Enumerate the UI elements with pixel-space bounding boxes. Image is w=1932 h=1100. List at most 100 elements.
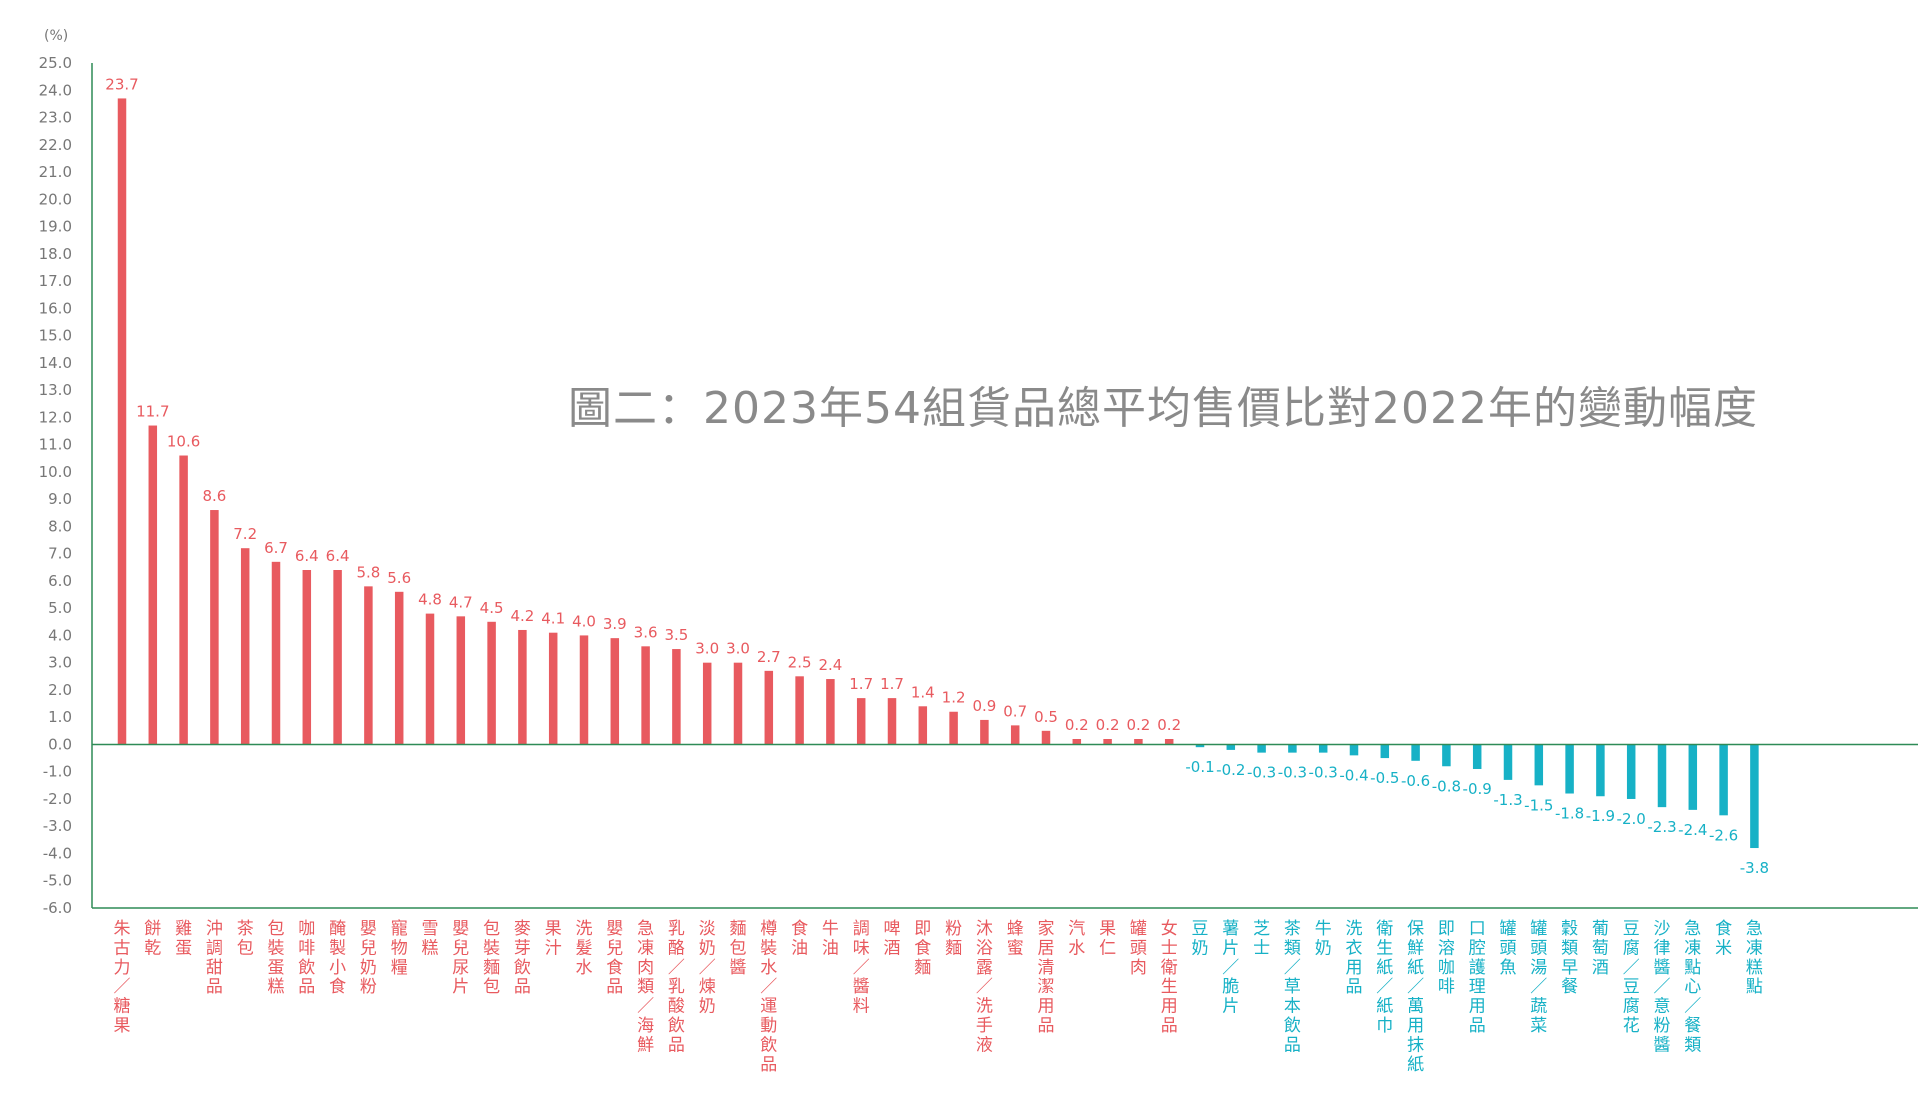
bar: [672, 649, 681, 745]
value-label: 1.7: [849, 675, 873, 693]
bar: [1134, 739, 1143, 745]
chart-title: 圖二：2023年54組貨品總平均售價比對2022年的變動幅度: [568, 383, 1758, 434]
value-label: 5.6: [387, 569, 411, 587]
category-label: 淡奶／煉奶: [699, 919, 716, 1017]
bar: [733, 662, 743, 745]
category-label: 茶類／草本飲品: [1284, 919, 1301, 1055]
value-label: 5.8: [356, 563, 380, 581]
category-label: 嬰兒奶粉: [360, 919, 377, 997]
value-label: 7.2: [233, 525, 257, 543]
value-label: 3.5: [664, 626, 688, 644]
bar: [918, 706, 928, 745]
y-tick-label: 10.0: [39, 463, 72, 481]
y-tick-label: 7.0: [48, 545, 72, 563]
bar: [1349, 744, 1359, 756]
category-label: 洗髮水: [576, 919, 593, 978]
category-label: 罐頭湯／蔬菜: [1530, 919, 1547, 1036]
category-label: 牛油: [822, 919, 839, 958]
category-label: 果汁: [545, 919, 562, 958]
value-label: -0.8: [1432, 777, 1461, 795]
bar: [1103, 739, 1112, 745]
category-label: 沙律醬／意粉醬: [1654, 919, 1671, 1055]
category-label: 麵包醬: [730, 919, 747, 978]
category-label: 口腔護理用品: [1469, 919, 1486, 1036]
bar: [610, 638, 620, 745]
bar: [949, 711, 958, 745]
bar: [1657, 744, 1667, 808]
category-label: 蜂蜜: [1007, 919, 1024, 958]
value-label: 1.7: [880, 675, 904, 693]
value-label: -0.6: [1401, 772, 1430, 790]
value-label: 11.7: [136, 403, 169, 421]
category-label: 罐頭肉: [1130, 919, 1147, 978]
category-label: 粉麵: [945, 919, 962, 958]
bar: [425, 613, 435, 745]
value-label: 4.8: [418, 591, 442, 609]
value-label: 3.0: [726, 640, 750, 658]
bar: [456, 616, 466, 745]
category-label: 朱古力／糖果: [114, 919, 131, 1036]
category-label: 豆奶: [1192, 919, 1209, 958]
y-tick-label: 17.0: [39, 272, 72, 290]
bar: [487, 621, 496, 745]
bar: [1503, 744, 1513, 780]
bar: [271, 561, 281, 745]
category-label: 食米: [1715, 919, 1732, 958]
value-label: 2.5: [788, 653, 812, 671]
bar: [1472, 744, 1482, 769]
category-label: 咖啡飲品: [298, 919, 315, 997]
value-label: -2.6: [1709, 826, 1738, 844]
bar: [1750, 744, 1759, 849]
value-label: 4.7: [449, 593, 473, 611]
value-label: -2.3: [1647, 818, 1676, 836]
value-label: 4.0: [572, 612, 596, 630]
category-label: 芝士: [1253, 919, 1270, 958]
category-label: 寵物糧: [391, 919, 408, 978]
category-label: 急凍點心／餐類: [1684, 919, 1701, 1055]
bar: [1318, 744, 1328, 753]
y-tick-label: -4.0: [43, 844, 72, 862]
bar: [641, 646, 650, 745]
bar: [826, 679, 835, 745]
bar: [1072, 739, 1082, 745]
value-label: 0.2: [1096, 716, 1120, 734]
y-tick-label: 21.0: [39, 163, 72, 181]
category-label: 麥芽飲品: [514, 919, 531, 997]
y-tick-label: 2.0: [48, 681, 72, 699]
y-tick-label: -3.0: [43, 817, 72, 835]
bar: [1195, 744, 1205, 748]
category-label: 急凍糕點: [1746, 919, 1763, 997]
y-tick-label: 8.0: [48, 517, 72, 535]
value-label: 3.0: [695, 640, 719, 658]
value-label: 3.6: [634, 623, 658, 641]
y-tick-label: 4.0: [48, 626, 72, 644]
bar: [1411, 744, 1420, 761]
bar: [1626, 744, 1636, 799]
y-tick-label: 3.0: [48, 654, 72, 672]
value-label: 3.9: [603, 615, 627, 633]
y-tick-label: 5.0: [48, 599, 72, 617]
value-label: 23.7: [105, 75, 138, 93]
bar: [764, 670, 774, 745]
bar: [1010, 725, 1020, 745]
y-tick-label: -1.0: [43, 763, 72, 781]
y-tick-label: 14.0: [39, 354, 72, 372]
category-label: 汽水: [1068, 919, 1085, 958]
bar: [117, 98, 127, 745]
bar: [148, 425, 158, 745]
category-label: 包裝蛋糕: [268, 919, 285, 997]
category-label: 嬰兒尿片: [452, 919, 469, 997]
y-tick-label: 1.0: [48, 708, 72, 726]
bar: [887, 698, 897, 745]
y-tick-label: 18.0: [39, 245, 72, 263]
bar: [394, 591, 404, 745]
y-tick-label: 19.0: [39, 218, 72, 236]
y-tick-label: 23.0: [39, 109, 72, 127]
y-tick-label: 25.0: [39, 54, 72, 72]
bar: [1257, 744, 1266, 753]
category-label: 沐浴露／洗手液: [976, 919, 993, 1055]
category-label: 樽裝水／運動飲品: [760, 919, 777, 1075]
category-label: 豆腐／豆腐花: [1623, 919, 1640, 1036]
bar: [302, 570, 312, 745]
